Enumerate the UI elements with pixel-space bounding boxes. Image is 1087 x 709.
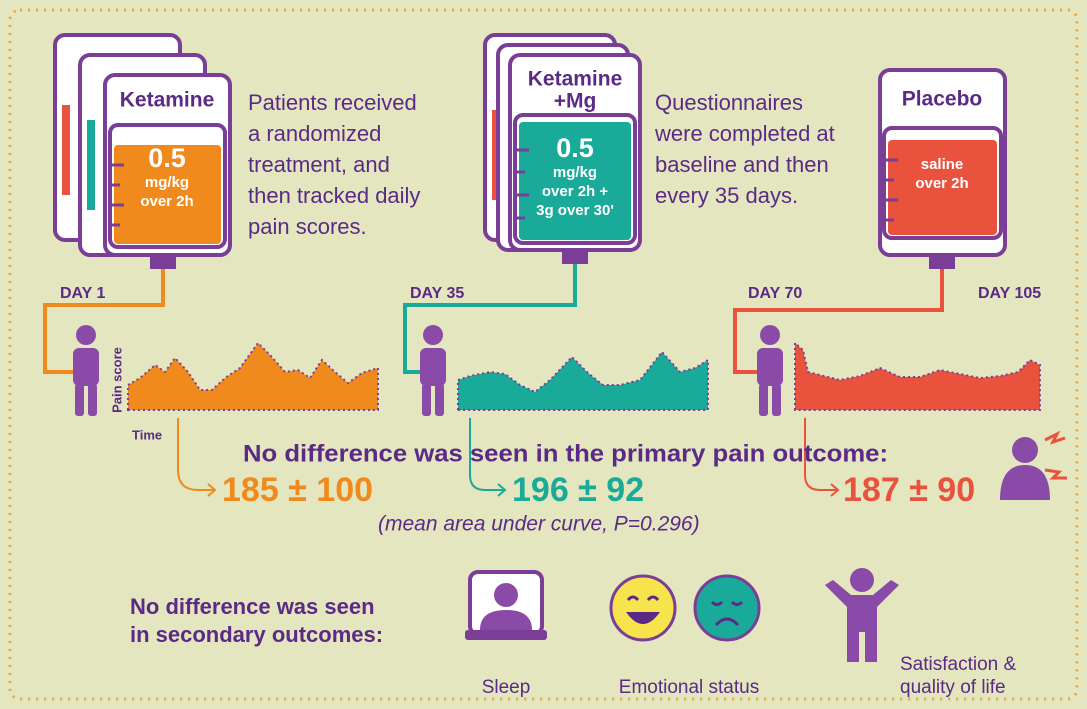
label: were completed at [654,121,835,146]
label: Ketamine [528,68,623,91]
emotion-icons-part [611,576,675,640]
label: mg/kg [553,164,597,181]
label: mg/kg [145,174,189,191]
bag-ketamine-part [150,253,176,269]
label: every 35 days. [655,183,798,208]
satisfaction-icon-part [850,568,874,592]
label: DAY 105 [978,285,1041,302]
label: Sleep [482,677,531,698]
label: +Mg [554,90,597,113]
label: Satisfaction & [900,654,1016,675]
result: 196 ± 92 [512,471,644,509]
label: baseline and then [655,152,829,177]
label: a randomized [248,121,381,146]
label: Time [132,427,162,442]
label: pain scores. [248,214,367,239]
label: DAY 35 [410,285,464,302]
label: then tracked daily [248,183,420,208]
sleep-icon-part [465,630,547,640]
label: Pain score [109,347,124,413]
label: Ketamine [120,89,215,112]
result: 187 ± 90 [843,471,975,509]
label: over 2h + [542,183,609,200]
label: over 2h [915,175,968,192]
label: over 2h [140,193,193,210]
label: in secondary outcomes: [130,622,383,647]
note: (mean area under curve, P=0.296) [378,513,700,536]
label: DAY 1 [60,285,105,302]
label: Patients received [248,90,417,115]
label: Emotional status [619,677,759,698]
label: 0.5 [556,133,594,163]
result: 185 ± 100 [222,471,373,509]
label: 3g over 30' [536,202,614,219]
bag-ketamine-part [62,105,70,195]
label: Placebo [902,88,983,111]
bag-ketamine-mg-part [562,248,588,264]
emotion-icons-part [695,576,759,640]
infographic: Ketamine 0.5 mg/kg over 2h Ketamine +Mg … [0,0,1087,709]
label: 0.5 [148,143,186,173]
label: DAY 70 [748,285,802,302]
label: quality of life [900,677,1006,698]
label: Questionnaires [655,90,803,115]
bag-ketamine-part [87,120,95,210]
bag-placebo-part [929,253,955,269]
sleep-icon-part [494,583,518,607]
label: No difference was seen [130,594,375,619]
label: treatment, and [248,152,390,177]
label: saline [921,156,964,173]
primary-outcome: No difference was seen in the primary pa… [243,440,888,467]
pain-sufferer-icon-part [1012,437,1038,463]
